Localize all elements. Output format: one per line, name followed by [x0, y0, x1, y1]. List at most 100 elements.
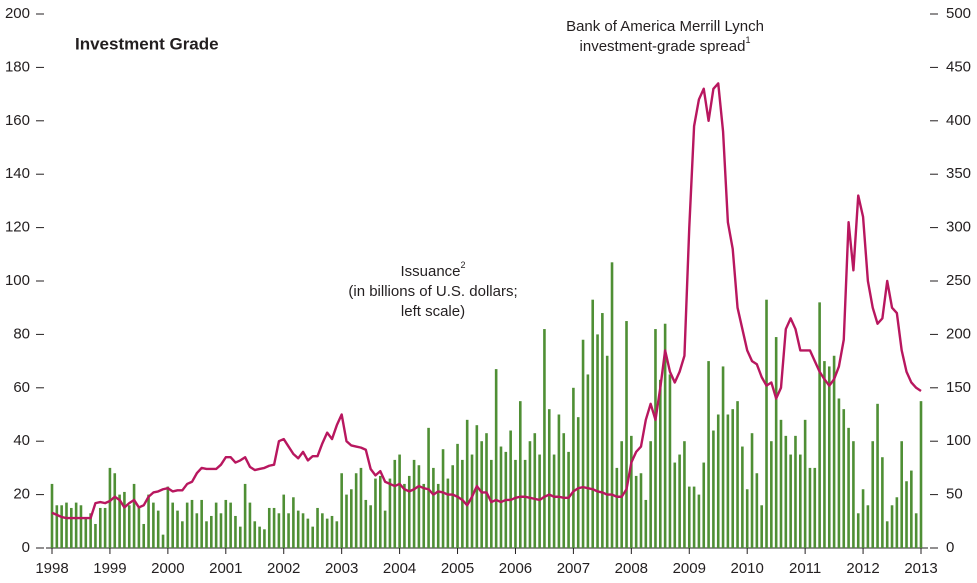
y-tick-label: 200 — [5, 5, 30, 22]
annotation-sup: 1 — [745, 35, 750, 45]
bar — [900, 441, 903, 548]
bar — [84, 518, 88, 548]
bar — [543, 329, 546, 548]
y2-tick-label: 300 — [946, 219, 971, 236]
bar — [152, 502, 155, 548]
bar — [538, 454, 541, 548]
bar — [238, 526, 242, 548]
x-tick-label: 2005 — [441, 560, 474, 577]
bar — [267, 507, 271, 548]
bar — [784, 435, 788, 548]
y-tick-label: 60 — [13, 379, 30, 396]
bar — [181, 521, 184, 548]
bar — [914, 513, 918, 548]
bar — [354, 473, 358, 548]
bar — [306, 518, 310, 548]
bar — [827, 366, 831, 548]
x-tick-label: 2008 — [615, 560, 648, 577]
bar — [490, 459, 493, 548]
bar — [118, 494, 121, 548]
annotation-text: Issuance — [400, 263, 460, 280]
y2-tick-label: 350 — [946, 165, 971, 182]
bar — [253, 521, 257, 548]
bar — [750, 433, 754, 548]
bar — [359, 467, 363, 548]
bar — [123, 491, 126, 548]
bar — [127, 505, 131, 548]
bar — [465, 419, 469, 548]
x-tick-label: 2000 — [151, 560, 184, 577]
bar — [451, 465, 455, 548]
bar — [668, 374, 672, 548]
bar — [156, 510, 160, 548]
y2-tick-label: 250 — [946, 272, 971, 289]
bar — [842, 409, 846, 548]
bar — [70, 507, 73, 548]
y2-tick-label: 150 — [946, 379, 971, 396]
bar — [876, 403, 879, 548]
bar — [494, 369, 498, 548]
bar — [470, 454, 474, 548]
x-tick-label: 1999 — [93, 560, 126, 577]
bar — [523, 459, 527, 548]
bar — [60, 505, 63, 548]
bar — [229, 502, 232, 548]
annotation-text: investment-grade spread — [580, 38, 746, 55]
bar — [55, 505, 59, 548]
bar — [142, 523, 146, 548]
bar — [823, 361, 826, 548]
bar — [403, 483, 406, 548]
bar — [316, 507, 319, 548]
bar — [779, 419, 783, 548]
y2-tick-label: 500 — [946, 5, 971, 22]
bar — [818, 302, 821, 548]
x-tick-label: 2013 — [904, 560, 937, 577]
y2-tick-label: 450 — [946, 58, 971, 75]
y2-tick-label: 0 — [946, 539, 954, 556]
annotation: investment-grade spread1 — [580, 35, 751, 55]
bar — [905, 481, 908, 548]
bar — [919, 401, 923, 548]
bar — [721, 366, 725, 548]
bar — [601, 313, 604, 548]
bar — [852, 441, 855, 548]
bar — [243, 483, 247, 548]
x-tick-label: 2012 — [846, 560, 879, 577]
bar — [518, 401, 522, 548]
bar — [330, 515, 334, 548]
bar — [311, 526, 314, 548]
bar — [731, 409, 735, 548]
bar — [195, 513, 199, 548]
bar — [562, 433, 566, 548]
bar — [210, 515, 213, 548]
bar — [258, 526, 261, 548]
bar — [378, 475, 382, 548]
bar — [837, 398, 841, 548]
x-tick-label: 2002 — [267, 560, 300, 577]
bar — [248, 502, 252, 548]
bar — [234, 515, 237, 548]
bar — [185, 502, 189, 548]
bar — [803, 419, 807, 548]
bar — [591, 299, 595, 548]
bar — [98, 507, 102, 548]
bar — [707, 361, 710, 548]
bar — [132, 483, 136, 548]
bar — [866, 505, 870, 548]
bar — [383, 510, 387, 548]
bar — [65, 502, 68, 548]
bar — [581, 339, 585, 548]
bar — [364, 499, 368, 548]
y-tick-label: 40 — [13, 432, 30, 449]
bar — [263, 529, 266, 548]
bar — [103, 507, 107, 548]
bar — [50, 483, 54, 548]
bar — [567, 451, 570, 548]
bar — [436, 483, 440, 548]
x-tick-label: 2010 — [731, 560, 764, 577]
bar — [576, 417, 580, 548]
y-tick-label: 120 — [5, 219, 30, 236]
chart-title: Investment Grade — [75, 34, 219, 53]
bar — [692, 486, 696, 548]
bar — [895, 497, 899, 548]
